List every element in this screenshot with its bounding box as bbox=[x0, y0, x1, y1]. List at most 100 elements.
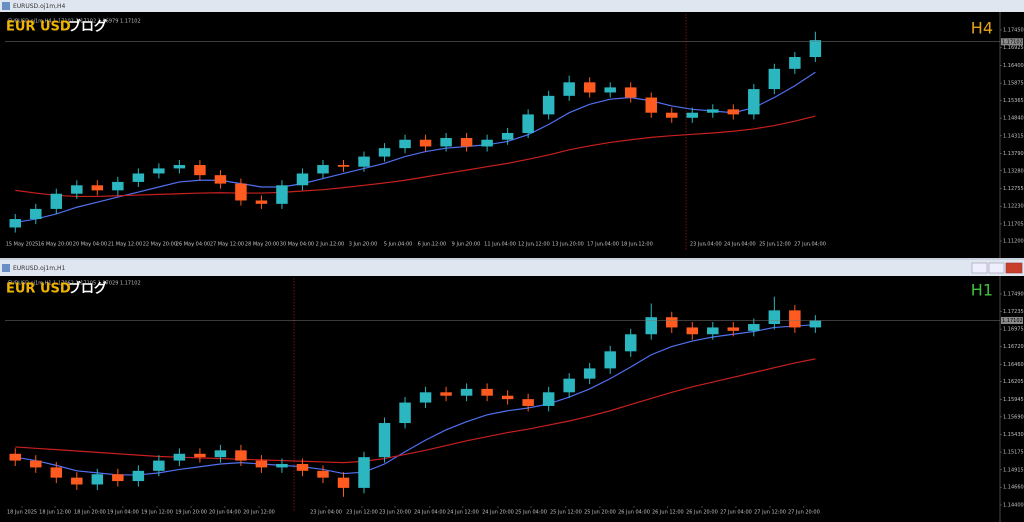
x-tick-label: 12 Jun 12:00 bbox=[518, 242, 550, 248]
candle-body bbox=[91, 185, 104, 191]
candle-body bbox=[419, 139, 432, 147]
x-tick-label: 19 Jun 12:00 bbox=[141, 510, 173, 516]
y-tick-label: 1.16925 bbox=[1003, 45, 1024, 51]
candle-body bbox=[317, 165, 329, 174]
candle-body bbox=[235, 183, 247, 201]
x-tick-label: 20 Jun 04:00 bbox=[209, 510, 241, 516]
y-tick-label: 1.11705 bbox=[1003, 221, 1024, 227]
x-tick-label: 2 Jun 12:00 bbox=[316, 242, 345, 248]
x-tick-label: 5 Jun 04:00 bbox=[384, 242, 413, 248]
y-tick-label: 1.12755 bbox=[1003, 186, 1024, 192]
y-tick-label: 1.14315 bbox=[1003, 133, 1024, 139]
x-tick-label: 25 Jun 12:00 bbox=[759, 242, 791, 248]
candle-body bbox=[358, 156, 370, 167]
moving-average bbox=[15, 71, 816, 224]
candle-body bbox=[358, 457, 370, 488]
candle-body bbox=[789, 57, 801, 69]
y-tick-label: 1.15175 bbox=[1003, 450, 1024, 456]
y-tick-label: 1.13280 bbox=[1003, 168, 1024, 174]
candle-body bbox=[748, 324, 760, 331]
candle-body bbox=[378, 148, 391, 157]
moving-average bbox=[15, 358, 816, 464]
candle-body bbox=[748, 89, 760, 115]
candle-body bbox=[91, 474, 104, 485]
candle-body bbox=[666, 112, 678, 118]
current-price-label: 1.17102 bbox=[1002, 39, 1023, 45]
minimize-button[interactable] bbox=[971, 262, 988, 274]
candle-body bbox=[235, 450, 247, 461]
candle-body bbox=[399, 402, 411, 424]
x-tick-label: 3 Jun 20:00 bbox=[349, 242, 378, 248]
y-tick-label: 1.15875 bbox=[1003, 81, 1024, 87]
y-tick-label: 1.17490 bbox=[1003, 291, 1024, 297]
x-tick-label: 25 Jun 20:00 bbox=[584, 510, 616, 516]
candle-body bbox=[707, 109, 719, 113]
y-tick-label: 1.16975 bbox=[1003, 327, 1024, 333]
candle-body bbox=[9, 453, 22, 461]
x-tick-label: 18 Jun 20:00 bbox=[74, 510, 106, 516]
x-tick-label: 26 Jun 04:00 bbox=[618, 510, 650, 516]
candle-body bbox=[686, 112, 699, 118]
brand: EUR USD bbox=[6, 282, 71, 297]
timeframe: H1 bbox=[971, 281, 993, 300]
current-price-label: 1.17102 bbox=[1002, 318, 1023, 324]
y-tick-label: 1.16205 bbox=[1003, 379, 1024, 385]
x-tick-label: 16 May 20:00 bbox=[38, 242, 72, 248]
x-tick-label: 26 May 04:00 bbox=[176, 242, 210, 248]
candle-body bbox=[542, 392, 555, 406]
candle-body bbox=[604, 351, 616, 369]
y-tick-label: 1.15690 bbox=[1003, 414, 1024, 420]
y-tick-label: 1.14915 bbox=[1003, 467, 1024, 473]
candle-body bbox=[112, 474, 124, 482]
candle-body bbox=[276, 463, 288, 468]
x-tick-label: 18 Jun 12:00 bbox=[39, 510, 71, 516]
x-tick-label: 24 Jun 04:00 bbox=[414, 510, 446, 516]
candle-body bbox=[194, 453, 206, 458]
x-tick-label: 27 May 12:00 bbox=[210, 242, 244, 248]
candle-body bbox=[296, 463, 309, 471]
x-tick-label: 24 Jun 12:00 bbox=[447, 510, 479, 516]
candle-body bbox=[317, 470, 329, 478]
window-title: EURUSD.oj1m,H4 bbox=[13, 3, 65, 10]
x-tick-label: 27 Jun 04:00 bbox=[794, 242, 826, 248]
x-tick-label: 22 May 20:00 bbox=[143, 242, 177, 248]
candle-body bbox=[71, 185, 83, 194]
candle-body bbox=[624, 87, 637, 98]
candle-body bbox=[194, 165, 206, 176]
candle-body bbox=[112, 181, 124, 191]
maximize-button[interactable] bbox=[988, 262, 1005, 274]
x-tick-label: 6 Jun 12:00 bbox=[418, 242, 447, 248]
window-icon bbox=[2, 264, 10, 272]
candle-body bbox=[30, 460, 42, 468]
candle-body bbox=[583, 82, 596, 93]
y-tick-label: 1.13790 bbox=[1003, 151, 1024, 157]
candle-body bbox=[645, 317, 657, 335]
y-tick-label: 1.14400 bbox=[1003, 502, 1024, 508]
candle-body bbox=[809, 320, 822, 328]
brand: EUR USD bbox=[6, 20, 71, 35]
moving-average bbox=[15, 115, 816, 198]
x-tick-label: 13 Jun 20:00 bbox=[552, 242, 584, 248]
x-tick-label: 26 Jun 20:00 bbox=[686, 510, 718, 516]
candle-body bbox=[460, 138, 473, 147]
current-price-box bbox=[1001, 38, 1023, 46]
brand-suffix: ブログ bbox=[68, 281, 107, 297]
x-tick-label: 19 Jun 04:00 bbox=[107, 510, 139, 516]
x-tick-label: 15 May 2025 bbox=[6, 242, 39, 248]
candle-body bbox=[378, 423, 391, 458]
y-tick-label: 1.16400 bbox=[1003, 63, 1024, 69]
x-tick-label: 24 Jun 20:00 bbox=[482, 510, 514, 516]
title-bar bbox=[0, 260, 1024, 276]
candle-body bbox=[501, 132, 514, 140]
y-tick-label: 1.17235 bbox=[1003, 309, 1024, 315]
candle-body bbox=[440, 138, 452, 147]
x-tick-label: 27 Jun 04:00 bbox=[720, 510, 752, 516]
candle-body bbox=[481, 139, 493, 147]
close-button[interactable] bbox=[1005, 262, 1023, 274]
window-title: EURUSD.oj1m,H1 bbox=[13, 265, 65, 272]
candle-body bbox=[153, 168, 165, 174]
candle-body bbox=[153, 460, 165, 471]
x-tick-label: 25 Jun 12:00 bbox=[550, 510, 582, 516]
x-tick-label: 19 Jun 20:00 bbox=[175, 510, 207, 516]
